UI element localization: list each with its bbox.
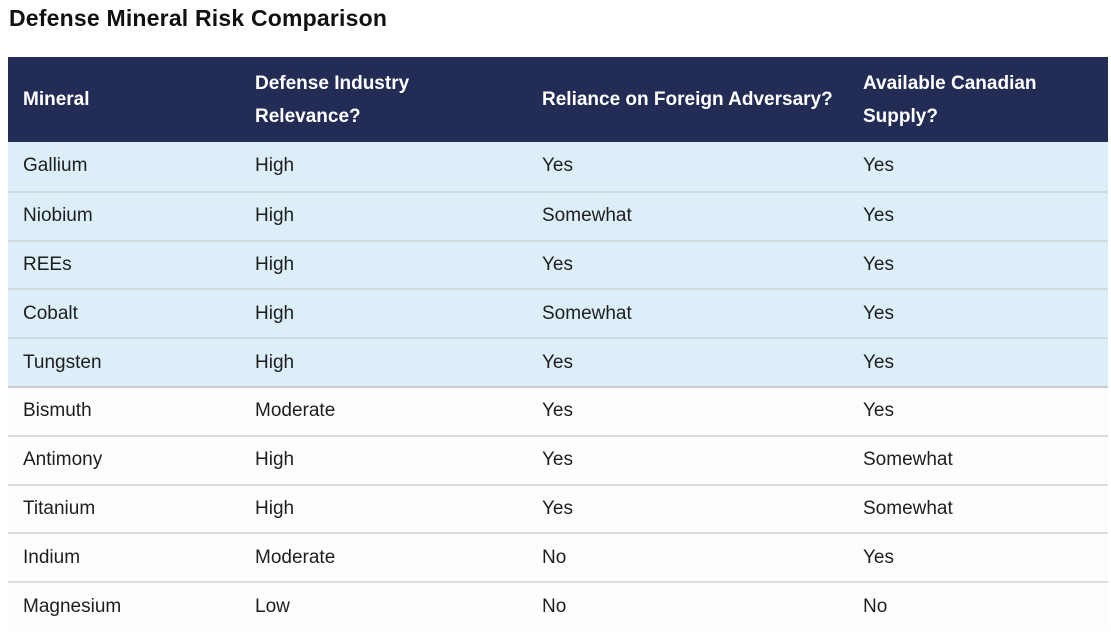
table-cell: Yes: [863, 155, 894, 177]
table-cell: Yes: [542, 449, 573, 471]
table-cell: Yes: [863, 351, 894, 373]
table-row: Gallium High Yes Yes: [8, 142, 1108, 191]
table-cell: Somewhat: [863, 449, 953, 471]
table-cell: High: [255, 351, 295, 373]
table-cell: Yes: [863, 253, 894, 275]
table-cell: Bismuth: [23, 400, 92, 422]
table-cell: Yes: [863, 302, 894, 324]
page-title: Defense Mineral Risk Comparison: [9, 5, 388, 31]
table-cell: Yes: [542, 400, 573, 422]
column-header-mineral: Mineral: [23, 89, 90, 110]
table-cell: Indium: [23, 546, 81, 568]
mineral-risk-table: Mineral Defense Industry Relevance? Reli…: [8, 57, 1108, 630]
column-header-reliance: Reliance on Foreign Adversary?: [542, 89, 833, 110]
table-cell: Tungsten: [23, 351, 102, 373]
table-row: Titanium High Yes Somewhat: [8, 483, 1108, 533]
table-cell: Yes: [542, 253, 573, 275]
table-row: Niobium High Somewhat Yes: [8, 190, 1108, 240]
table-row: REEs High Yes Yes: [8, 239, 1108, 289]
table-cell: Cobalt: [23, 302, 78, 324]
table-row: Bismuth Moderate Yes Yes: [8, 385, 1108, 435]
table-cell: Yes: [863, 400, 894, 422]
table-cell: High: [255, 205, 295, 227]
table-cell: High: [255, 497, 295, 519]
table-cell: Yes: [542, 351, 573, 373]
table-row: Cobalt High Somewhat Yes: [8, 288, 1108, 338]
column-header-supply: Available Canadian Supply?: [863, 72, 1037, 127]
table-cell: Somewhat: [542, 205, 632, 227]
table-body: Gallium High Yes Yes Niobium High Somewhat Yes R…: [8, 142, 1108, 630]
table-cell: Yes: [863, 205, 894, 227]
table-cell: Magnesium: [23, 595, 122, 617]
table-cell: No: [542, 595, 567, 617]
table-row: Magnesium Low No No: [8, 581, 1108, 630]
table-row: Antimony High Yes Somewhat: [8, 434, 1108, 484]
table-cell: Titanium: [23, 497, 96, 519]
column-header-relevance: Defense Industry Relevance?: [255, 72, 410, 127]
table-cell: High: [255, 155, 295, 177]
table-header-row: Mineral Defense Industry Relevance? Reli…: [8, 57, 1108, 142]
table-cell: High: [255, 449, 295, 471]
table-cell: Yes: [542, 155, 573, 177]
table-cell: Moderate: [255, 400, 336, 422]
table-cell: Yes: [542, 497, 573, 519]
table-row: Tungsten High Yes Yes: [8, 337, 1108, 386]
table-cell: Yes: [863, 546, 894, 568]
table-cell: High: [255, 302, 295, 324]
table-cell: No: [542, 546, 567, 568]
table-cell: High: [255, 253, 295, 275]
table-cell: Somewhat: [542, 302, 632, 324]
table-cell: Antimony: [23, 449, 103, 471]
table-row: Indium Moderate No Yes: [8, 532, 1108, 582]
table-cell: Low: [255, 595, 290, 617]
table-cell: Gallium: [23, 155, 88, 177]
table-cell: REEs: [23, 253, 72, 275]
table-cell: No: [863, 595, 888, 617]
table-cell: Moderate: [255, 546, 336, 568]
table-cell: Somewhat: [863, 497, 953, 519]
table-cell: Niobium: [23, 205, 93, 227]
